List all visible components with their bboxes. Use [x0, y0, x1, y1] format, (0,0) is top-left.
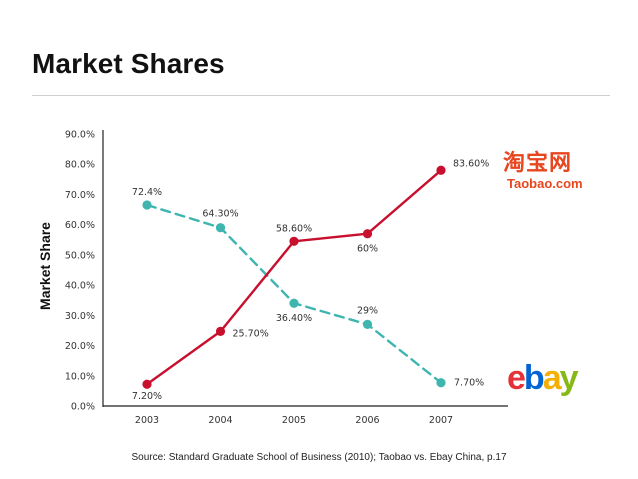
- data-label-ebay: 29%: [357, 305, 378, 316]
- y-tick-label: 10.0%: [65, 371, 95, 382]
- x-tick-label: 2003: [135, 415, 159, 426]
- y-tick-label: 0.0%: [71, 402, 95, 413]
- data-point-ebay: [436, 378, 446, 388]
- page-title: Market Shares: [32, 48, 225, 79]
- taobao-logo: 淘宝网 Taobao.com: [503, 152, 599, 196]
- title-divider: [32, 95, 610, 96]
- y-tick-label: 90.0%: [65, 130, 95, 141]
- y-tick-label: 80.0%: [65, 160, 95, 171]
- y-tick-label: 30.0%: [65, 311, 95, 322]
- ebay-logo-letter: y: [559, 359, 579, 397]
- data-point-ebay: [142, 200, 152, 210]
- chart-series: [142, 165, 446, 389]
- x-tick-label: 2006: [355, 415, 379, 426]
- data-label-taobao: 83.60%: [453, 158, 489, 169]
- data-point-ebay: [289, 298, 299, 308]
- data-point-taobao: [215, 326, 226, 336]
- y-axis-label: Market Share: [37, 222, 53, 310]
- data-point-taobao: [362, 229, 373, 239]
- data-label-ebay: 7.70%: [454, 378, 484, 389]
- ebay-logo-letter: e: [507, 359, 526, 397]
- y-tick-label: 40.0%: [65, 281, 95, 292]
- data-label-ebay: 64.30%: [202, 209, 238, 220]
- data-point-taobao: [142, 379, 152, 389]
- y-tick-label: 70.0%: [65, 190, 95, 201]
- data-point-taobao: [436, 165, 446, 175]
- data-label-taobao: 7.20%: [132, 391, 162, 402]
- taobao-logo-chinese: 淘宝网: [503, 151, 573, 176]
- data-label-taobao: 25.70%: [233, 328, 269, 339]
- x-tick-label: 2005: [282, 415, 306, 426]
- data-label-taobao: 58.60%: [276, 223, 312, 234]
- data-point-taobao: [289, 236, 299, 246]
- ebay-logo: ebay: [507, 358, 603, 398]
- y-tick-label: 50.0%: [65, 250, 95, 261]
- taobao-logo-english: Taobao.com: [507, 176, 583, 191]
- y-tick-labels: 0.0% 10.0% 20.0% 30.0% 40.0% 50.0% 60.0% 70.0% 8…: [65, 130, 95, 413]
- data-labels: 72.4% 64.30% 36.40% 29% 7.70% 7.20% 25.70% 58.6…: [132, 158, 489, 402]
- x-tick-label: 2007: [429, 415, 453, 426]
- x-tick-label: 2004: [208, 415, 232, 426]
- ebay-logo-letter: b: [523, 359, 545, 397]
- chart-axes: [102, 130, 508, 407]
- data-point-ebay: [362, 319, 373, 329]
- y-tick-label: 60.0%: [65, 220, 95, 231]
- data-label-ebay: 72.4%: [132, 187, 162, 198]
- x-tick-labels: 2003 2004 2005 2006 2007: [135, 415, 453, 426]
- data-label-ebay: 36.40%: [276, 313, 312, 324]
- y-tick-label: 20.0%: [65, 341, 95, 352]
- data-point-ebay: [215, 223, 226, 233]
- ebay-logo-letter: a: [542, 359, 562, 397]
- series-line-taobao: [145, 169, 443, 386]
- source-citation: Source: Standard Graduate School of Busi…: [131, 452, 507, 463]
- data-label-taobao: 60%: [357, 244, 378, 255]
